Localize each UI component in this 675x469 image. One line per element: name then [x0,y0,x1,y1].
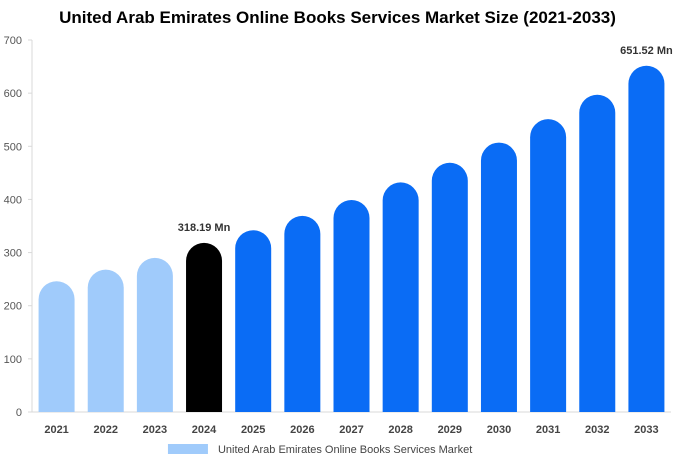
x-tick-label: 2021 [44,424,68,436]
data-label: 651.52 Mn [620,45,673,57]
x-tick-label: 2023 [143,424,167,436]
y-tick-label: 300 [4,248,22,260]
x-tick-label: 2025 [241,424,265,436]
x-tick-label: 2032 [585,424,609,436]
y-tick-label: 600 [4,88,22,100]
chart-title: United Arab Emirates Online Books Servic… [59,8,616,27]
x-tick-label: 2030 [487,424,511,436]
bar-2026 [284,215,321,412]
x-tick-label: 2026 [290,424,314,436]
y-tick-label: 500 [4,141,22,153]
x-tick-label: 2031 [536,424,560,436]
x-tick-label: 2033 [634,424,658,436]
x-tick-label: 2027 [339,424,363,436]
legend-label: United Arab Emirates Online Books Servic… [218,444,472,456]
bar-2022 [87,269,124,412]
legend-swatch [167,444,208,454]
y-tick-label: 100 [4,354,22,366]
bar-2027 [333,199,370,412]
x-tick-label: 2022 [93,424,117,436]
y-tick-label: 700 [4,35,22,47]
x-tick-label: 2024 [192,424,217,436]
bar-2032 [579,94,616,412]
bar-2024 [186,242,223,412]
bar-2030 [480,142,517,412]
bar-2033 [628,65,665,412]
bar-2025 [235,230,272,412]
y-tick-label: 0 [16,407,22,419]
bar-2031 [530,119,567,412]
bar-2021 [38,281,75,412]
data-label: 318.19 Mn [178,222,231,234]
y-tick-label: 200 [4,301,22,313]
bar-2028 [382,182,419,412]
bar-2029 [431,162,468,412]
x-tick-label: 2029 [438,424,462,436]
bar-2023 [136,257,173,412]
y-tick-label: 400 [4,194,22,206]
x-tick-label: 2028 [388,424,412,436]
